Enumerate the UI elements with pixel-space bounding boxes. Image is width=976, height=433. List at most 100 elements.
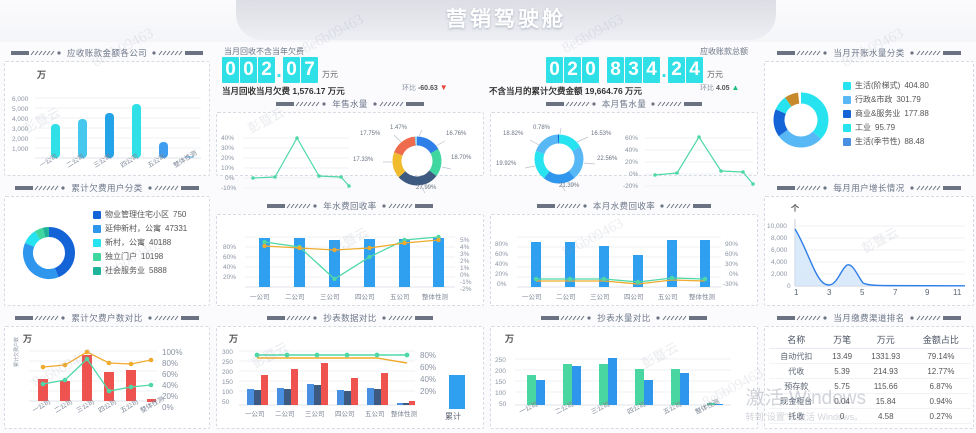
- panel-monthly-user-growth[interactable]: 每月用户增长情况 个 10,000 8,000 6,000 4,000 2,00…: [762, 180, 976, 308]
- p3-pie-label: 18.82%: [503, 131, 524, 137]
- table-row[interactable]: 托收 0 4.58 0.27%: [769, 408, 971, 424]
- cell-amount: 1331.93: [860, 348, 911, 364]
- p9-ytick-right: 0%: [162, 403, 174, 412]
- p11-ytick: 50: [499, 401, 507, 408]
- deco-left-icon: [15, 315, 67, 321]
- panel-month-collection-rate[interactable]: 本月水费回收率 80% 60% 40% 20% 0%: [488, 198, 760, 308]
- panel-title-bar: 抄表水量对比: [488, 310, 760, 325]
- p1-ytick: 5,000: [12, 106, 29, 113]
- legend-item[interactable]: 工业 95.79: [843, 122, 929, 133]
- deco-left-icon: [777, 315, 829, 321]
- legend-label: 新村，公寓: [105, 238, 145, 247]
- panel-receivables-by-company[interactable]: 应收账款金额各公司 万 6,000 5,000 4,000 3,000 2,00…: [2, 45, 212, 178]
- table-row[interactable]: 现金柜台 0.04 15.84 0.94%: [769, 393, 971, 409]
- legend-value: 10198: [141, 252, 164, 261]
- p6-plot: [245, 234, 455, 288]
- panel-payment-channel-ranking[interactable]: 当月缴费渠道排名 名称 万笔 万元 金额占比 自动代扣 13.49: [762, 310, 976, 431]
- panel-body: 万 累计欠费户数: [4, 326, 210, 429]
- p4-legend: 生活(阶梯式) 404.80 行政&市政 301.79 商业&服务业 177.8…: [843, 80, 929, 147]
- panel-month-water-volume[interactable]: 本月售水量: [488, 96, 760, 192]
- p10-xtick: 五公司: [365, 411, 385, 418]
- deco-right-icon: [909, 315, 961, 321]
- p10-plot: [239, 350, 465, 409]
- p7-ytick-right: 30%: [725, 261, 739, 268]
- kpi-digit: 4: [686, 57, 703, 83]
- panel-billing-volume-category[interactable]: 当月开账水量分类 生活(阶梯式) 404.80: [762, 45, 976, 178]
- panel-arrears-user-category[interactable]: 累计欠费用户分类 物业管理住宅小区 750: [2, 180, 212, 308]
- panel-title-bar: 每月用户增长情况: [762, 180, 976, 195]
- p11-ytick: 100: [495, 390, 506, 397]
- table-row[interactable]: 预存款 5.75 115.66 6.87%: [769, 378, 971, 394]
- legend-item[interactable]: 生活(阶梯式) 404.80: [843, 80, 929, 91]
- p7-ytick-right: 60%: [725, 251, 739, 258]
- kpi-right-caption: 应收账款总额: [700, 47, 748, 56]
- kpi-digit: 0: [546, 57, 563, 83]
- legend-item[interactable]: 延伸新村，公寓 47331: [93, 223, 187, 234]
- legend-swatch-icon: [843, 81, 851, 90]
- p7-xtick: 二公司: [556, 294, 576, 301]
- deco-left-icon: [777, 185, 829, 191]
- panel-annual-water-volume[interactable]: 年售水量 40% 30% 20% 10% 0% -10%: [214, 96, 486, 194]
- p6-ytick-right: 1%: [460, 265, 470, 272]
- p6-ytick-right: 2%: [460, 258, 470, 265]
- legend-label: 行政&市政: [855, 95, 893, 104]
- p7-ytick: 80%: [495, 241, 509, 248]
- cell-ratio: 79.14%: [910, 348, 971, 364]
- legend-value: 750: [173, 210, 187, 219]
- panel-meter-reading-volume-compare[interactable]: 抄表水量对比 万 250 200 150 100 50: [488, 310, 760, 431]
- legend-item[interactable]: 新村，公寓 40188: [93, 237, 187, 248]
- kpi-left-unit: 万元: [322, 70, 338, 79]
- cell-name: 托收: [769, 408, 824, 424]
- cell-amount: 15.84: [860, 393, 911, 409]
- p8-xtick: 3: [827, 288, 832, 297]
- panel-body: 40% 30% 20% 10% 0% -10%: [216, 112, 484, 194]
- panel-meter-reading-data-compare[interactable]: 抄表数据对比 万 300 250 200 150 100 50: [214, 310, 486, 431]
- trend-up-icon: ▲: [731, 83, 740, 92]
- table-row[interactable]: 自动代扣 13.49 1331.93 79.14%: [769, 348, 971, 364]
- p2-ytick: 40%: [221, 135, 235, 142]
- p10-unit: 万: [229, 334, 239, 344]
- cell-ratio: 12.77%: [910, 363, 971, 379]
- p9-ytick-right: 20%: [162, 392, 179, 401]
- p8-ytick: 4,000: [771, 259, 788, 266]
- deco-right-icon: [381, 203, 433, 209]
- panel-annual-collection-rate[interactable]: 年水费回收率 80% 60% 40% 20%: [214, 198, 486, 308]
- legend-swatch-icon: [843, 109, 851, 118]
- panel-arrears-household-compare[interactable]: 累计欠费户数对比 万 累计欠费户数: [2, 310, 212, 431]
- kpi-left-subtext: 当月回收当月欠费 1,576.17 万元: [222, 86, 345, 96]
- legend-item[interactable]: 生活(季节性) 88.48: [843, 136, 929, 147]
- payment-channel-table[interactable]: 名称 万笔 万元 金额占比 自动代扣 13.49 1331.93 79.14% …: [769, 331, 971, 424]
- p11-unit: 万: [505, 334, 515, 344]
- p8-xtick: 9: [925, 288, 930, 297]
- p9-ytick-right: 60%: [162, 370, 179, 379]
- p10-xtick: 整体性测: [391, 411, 417, 418]
- panel-body: 名称 万笔 万元 金额占比 自动代扣 13.49 1331.93 79.14% …: [764, 326, 974, 429]
- cell-count: 5.75: [823, 378, 861, 394]
- legend-item[interactable]: 物业管理住宅小区 750: [93, 209, 187, 220]
- panel-title-text: 当月开账水量分类: [833, 47, 905, 58]
- panel-title-text: 每月用户增长情况: [833, 182, 905, 193]
- p3-pie-label: 0.78%: [533, 125, 551, 131]
- legend-item[interactable]: 社会服务业 5888: [93, 265, 187, 276]
- p1-unit: 万: [37, 70, 47, 80]
- legend-item[interactable]: 商业&服务业 177.88: [843, 108, 929, 119]
- table-row[interactable]: 代收 5.39 214.93 12.77%: [769, 363, 971, 379]
- deco-left-icon: [267, 315, 319, 321]
- p1-ytick: 3,000: [12, 126, 29, 133]
- p1-ytick: 6,000: [12, 96, 29, 103]
- deco-right-icon: [650, 101, 703, 107]
- legend-item[interactable]: 独立门户 10198: [93, 251, 187, 262]
- p8-ytick: 10,000: [767, 223, 787, 230]
- legend-swatch-icon: [843, 123, 851, 132]
- p3-pie-label: 21.39%: [559, 183, 580, 189]
- deco-right-icon: [372, 101, 424, 107]
- kpi-digit: 0: [283, 57, 300, 83]
- legend-value: 47331: [165, 224, 188, 233]
- p7-ytick: 0%: [497, 281, 507, 288]
- deco-left-icon: [267, 203, 319, 209]
- p9-plot: [29, 349, 157, 402]
- panel-title-text: 累计欠费户数对比: [71, 312, 143, 323]
- legend-item[interactable]: 行政&市政 301.79: [843, 94, 929, 105]
- p7-ytick: 40%: [495, 261, 509, 268]
